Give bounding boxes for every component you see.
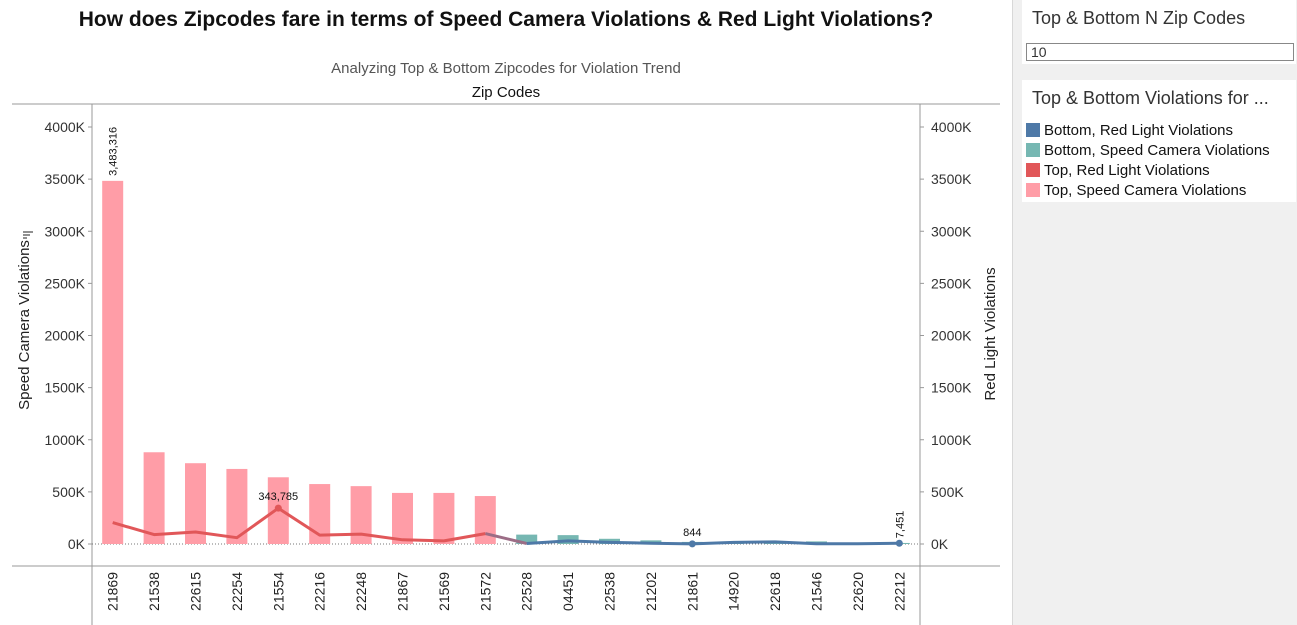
legend-item-bottom-speed-camera[interactable]: Bottom, Speed Camera Violations: [1022, 140, 1270, 160]
y-right-tick-label: 1000K: [931, 432, 972, 448]
legend-title: Top & Bottom Violations for ...: [1032, 88, 1269, 108]
legend-item-top-red-light[interactable]: Top, Red Light Violations: [1022, 160, 1270, 180]
x-tick-label-21572: 21572: [477, 572, 493, 611]
x-tick-label-22620: 22620: [850, 572, 866, 611]
data-label-21869: 3,483,316: [108, 127, 120, 176]
bar-22528: [516, 534, 538, 544]
bar-21869: [102, 180, 124, 544]
bar-22254: [226, 468, 248, 544]
sort-icon: [23, 231, 33, 239]
y-right-tick-label: 3500K: [931, 171, 972, 187]
filter-title: Top & Bottom N Zip Codes: [1032, 8, 1246, 28]
x-tick-label-22528: 22528: [519, 572, 535, 611]
x-tick-label-04451: 04451: [560, 572, 576, 611]
chart-svg: 0K 500K 1000K 1500K 2000K 2500K 3000K 3500K 4000…: [12, 103, 1000, 625]
line-connector: [484, 532, 528, 545]
line-point-22212: [895, 539, 903, 547]
legend-label: Top, Speed Camera Violations: [1044, 181, 1247, 199]
top-n-input[interactable]: [1026, 43, 1294, 61]
x-tick-label-22618: 22618: [767, 572, 783, 611]
legend-swatch: [1026, 123, 1040, 137]
x-tick-label-21202: 21202: [643, 572, 659, 611]
y-right-axis-title: Red Light Violations: [982, 267, 999, 400]
x-tick-label-22212: 22212: [891, 572, 907, 611]
bar-21572: [474, 496, 496, 544]
bar-22216: [309, 484, 331, 544]
bar-21538: [143, 452, 165, 544]
legend-swatch: [1026, 183, 1040, 197]
y-right-tick-label: 2500K: [931, 275, 972, 291]
legend-item-bottom-red-light[interactable]: Bottom, Red Light Violations: [1022, 120, 1270, 140]
legend-card: Top & Bottom Violations for ... Bottom, …: [1022, 80, 1296, 202]
x-tick-label-21867: 21867: [395, 572, 411, 611]
legend-swatch: [1026, 163, 1040, 177]
legend-swatch: [1026, 143, 1040, 157]
y-left-tick-label: 1500K: [45, 380, 86, 396]
x-tick-label-21569: 21569: [436, 572, 452, 611]
y-left-tick-label: 3000K: [45, 223, 86, 239]
data-label-21861: 844: [683, 527, 701, 539]
legend-item-top-speed-camera[interactable]: Top, Speed Camera Violations: [1022, 180, 1270, 200]
x-tick-label-21869: 21869: [105, 572, 121, 611]
bar-21867: [392, 492, 413, 544]
y-left-tick-label: 3500K: [45, 171, 86, 187]
red-light-line-top: [112, 506, 486, 543]
data-label-22212: 7,451: [894, 511, 906, 539]
filter-card: Top & Bottom N Zip Codes: [1022, 0, 1296, 64]
y-right-tick-label: 4000K: [931, 119, 972, 135]
x-tick-label-21861: 21861: [684, 572, 700, 611]
y-left-tick-label: 1000K: [45, 432, 86, 448]
data-label-21554: 343,785: [258, 491, 298, 503]
x-tick-label-22615: 22615: [188, 572, 204, 611]
bar-22248: [350, 486, 372, 544]
legend-label: Bottom, Speed Camera Violations: [1044, 141, 1270, 159]
y-right-tick-label: 1500K: [931, 380, 972, 396]
x-tick-label-22254: 22254: [229, 572, 245, 611]
x-tick-label-22538: 22538: [602, 572, 618, 611]
line-point-21861: [688, 540, 696, 548]
red-light-line-bottom: [526, 539, 900, 546]
x-tick-label-21546: 21546: [809, 572, 825, 611]
x-tick-label-21538: 21538: [146, 572, 162, 611]
x-tick-label-22248: 22248: [353, 572, 369, 611]
side-panel: Top & Bottom N Zip Codes Top & Bottom Vi…: [1012, 0, 1297, 625]
y-left-tick-label: 2500K: [45, 275, 86, 291]
y-right-tick-label: 3000K: [931, 223, 972, 239]
chart-subtitle: Analyzing Top & Bottom Zipcodes for Viol…: [331, 60, 681, 77]
y-left-tick-label: 2000K: [45, 328, 86, 344]
legend-label: Bottom, Red Light Violations: [1044, 121, 1234, 139]
x-tick-label-22216: 22216: [312, 572, 328, 611]
legend-list: Bottom, Red Light Violations Bottom, Spe…: [1022, 120, 1270, 200]
legend-label: Top, Red Light Violations: [1044, 161, 1210, 179]
x-tick-label-14920: 14920: [726, 572, 742, 611]
y-right-tick-label: 0K: [931, 536, 949, 552]
y-right-tick-label: 2000K: [931, 328, 972, 344]
y-left-tick-label: 0K: [68, 536, 86, 552]
bar-22615: [185, 463, 206, 544]
y-right-tick-label: 500K: [931, 484, 964, 500]
x-axis-header: Zip Codes: [471, 84, 541, 101]
y-left-tick-label: 500K: [52, 484, 85, 500]
bar-21569: [433, 492, 455, 544]
x-tick-label-21554: 21554: [270, 572, 286, 611]
y-left-axis-title: Speed Camera Violations: [16, 240, 33, 410]
line-point-21554: [274, 504, 282, 512]
chart-title: How does Zipcodes fare in terms of Speed…: [78, 8, 934, 31]
y-left-tick-label: 4000K: [45, 119, 86, 135]
chart-area: How does Zipcodes fare in terms of Speed…: [12, 8, 1000, 625]
